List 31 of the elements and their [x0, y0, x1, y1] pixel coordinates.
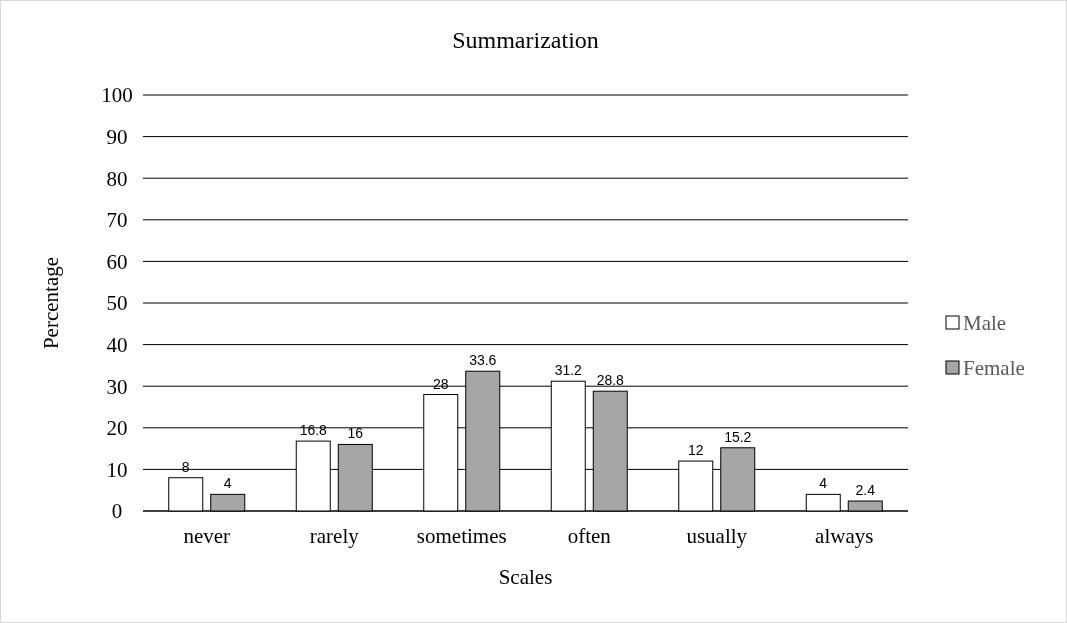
y-tick-label: 80	[106, 166, 128, 191]
data-label: 4	[819, 475, 828, 492]
legend-label: Female	[963, 356, 1025, 381]
data-label: 4	[223, 475, 232, 492]
y-tick-label: 40	[106, 332, 128, 357]
y-tick-label: 100	[101, 83, 133, 108]
x-tick-label: always	[815, 524, 874, 548]
y-tick-label: 90	[106, 124, 128, 149]
x-tick-label: often	[567, 524, 612, 548]
legend-label: Male	[963, 311, 1007, 336]
data-label: 12	[687, 442, 704, 459]
data-label: 2.4	[855, 482, 876, 499]
x-axis-title: Scales	[498, 565, 553, 589]
data-label: 16	[347, 425, 364, 442]
y-tick-label: 10	[106, 457, 128, 482]
y-tick-label: 70	[106, 208, 128, 233]
y-axis-title: Percentage	[39, 256, 63, 350]
chart-title: Summarization	[452, 27, 599, 53]
data-label: 33.6	[469, 352, 497, 369]
data-label: 31.2	[554, 362, 583, 379]
y-tick-label: 50	[106, 291, 128, 316]
x-tick-label: usually	[686, 524, 748, 548]
x-tick-label: rarely	[309, 524, 360, 548]
x-tick-label: sometimes	[416, 524, 507, 548]
x-tick-label: never	[183, 524, 231, 548]
y-tick-label: 60	[106, 249, 128, 274]
y-tick-label: 0	[111, 499, 123, 524]
y-tick-label: 20	[106, 416, 128, 441]
data-label: 28.8	[596, 372, 625, 389]
y-tick-label: 30	[106, 374, 128, 399]
data-label: 15.2	[724, 428, 752, 445]
